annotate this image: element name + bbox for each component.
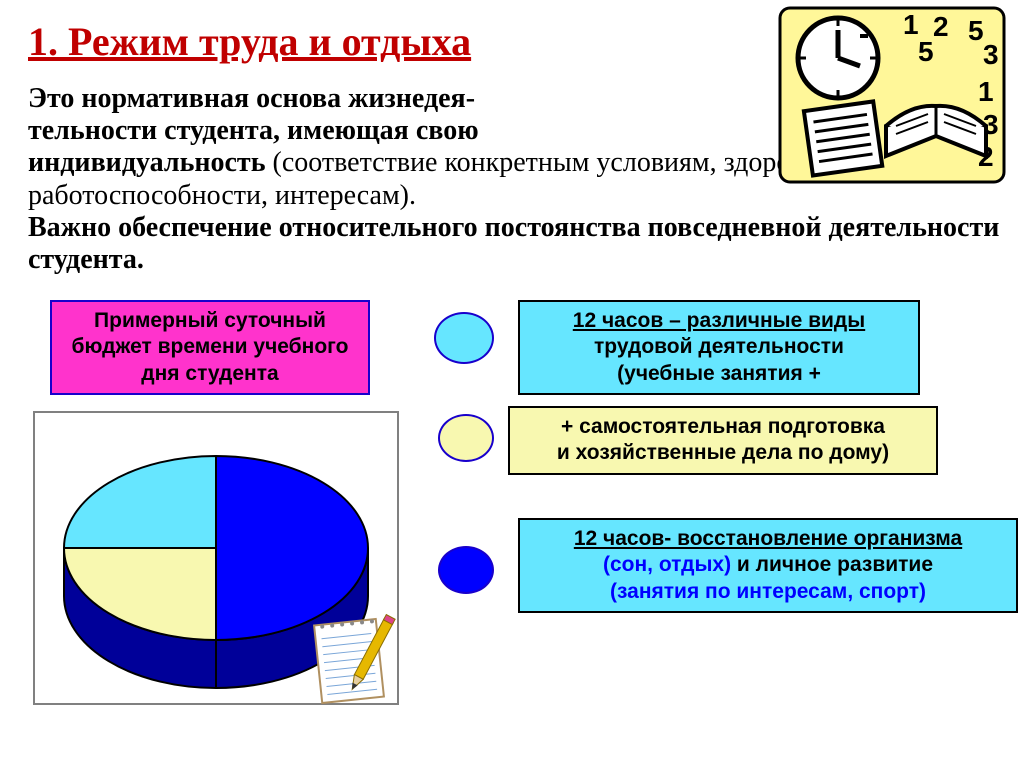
svg-text:5: 5	[968, 15, 984, 46]
legend-dot-blue	[438, 546, 494, 594]
legend-box-cyan: 12 часов – различные виды трудовой деяте…	[518, 300, 920, 395]
legend-box-yellow: + самостоятельная подготовка и хозяйстве…	[508, 406, 938, 475]
svg-text:1: 1	[903, 9, 919, 40]
corner-illustration: 125 31 32 5	[778, 6, 1006, 184]
svg-text:1: 1	[978, 76, 994, 107]
notepad-icon	[300, 608, 400, 710]
svg-text:2: 2	[933, 11, 949, 42]
budget-title-box: Примерный суточный бюджет времени учебно…	[50, 300, 370, 395]
legend-dot-yellow	[438, 414, 494, 462]
svg-text:5: 5	[918, 36, 934, 67]
legend-box-blue: 12 часов- восстановление организма (сон,…	[518, 518, 1018, 613]
svg-text:3: 3	[983, 39, 999, 70]
legend-dot-cyan	[434, 312, 494, 364]
